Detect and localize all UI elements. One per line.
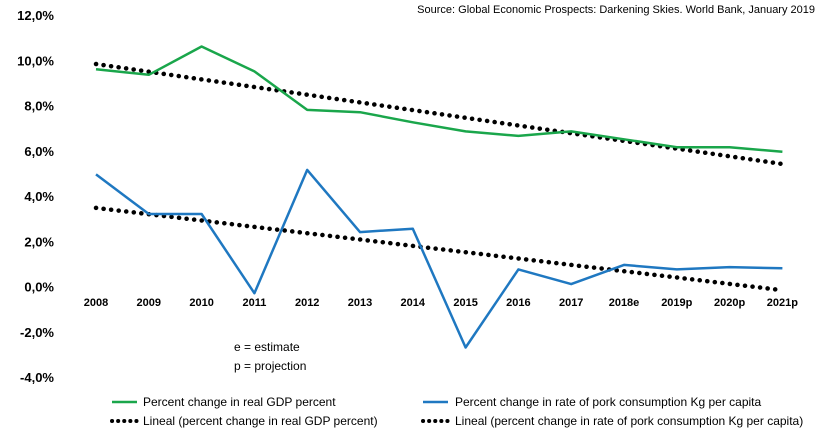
- x-tick-label: 2010: [189, 297, 213, 309]
- x-tick-label: 2020p: [714, 297, 745, 309]
- series-trendline-3: [93, 205, 785, 293]
- y-tick-label: 10,0%: [17, 53, 54, 68]
- x-tick-label: 2009: [137, 297, 161, 309]
- x-tick-label: 2014: [401, 297, 426, 309]
- source-note: Source: Global Economic Prospects: Darke…: [417, 4, 815, 16]
- y-tick-label: 8,0%: [24, 99, 54, 114]
- legend-label-gdp-trend: Lineal (percent change in real GDP perce…: [143, 414, 378, 428]
- y-tick-label: -2,0%: [20, 325, 54, 340]
- annotation-estimate: e = estimate: [234, 340, 300, 354]
- x-tick-label: 2016: [506, 297, 530, 309]
- series-trendline-2: [93, 61, 785, 167]
- x-tick-label: 2008: [84, 297, 108, 309]
- x-tick-label: 2012: [295, 297, 319, 309]
- x-tick-label: 2013: [348, 297, 372, 309]
- x-tick-label: 2011: [242, 297, 266, 309]
- x-tick-label: 2019p: [661, 297, 692, 309]
- x-tick-label: 2017: [559, 297, 583, 309]
- plot-area: [93, 45, 785, 349]
- x-tick-label: 2021p: [767, 297, 798, 309]
- x-tick-label: 2018e: [609, 297, 640, 309]
- series-line-1: [95, 168, 783, 349]
- y-tick-label: 0,0%: [24, 280, 54, 295]
- y-tick-label: -4,0%: [20, 370, 54, 385]
- legend-label-gdp: Percent change in real GDP percent: [143, 395, 336, 409]
- y-tick-label: 4,0%: [24, 189, 54, 204]
- y-tick-label: 2,0%: [24, 234, 54, 249]
- legend-label-pork: Percent change in rate of pork consumpti…: [455, 395, 762, 409]
- y-axis: -4,0% -2,0% 0,0% 2,0% 4,0% 6,0% 8,0% 10,0% 12,0%: [17, 8, 54, 385]
- y-tick-label: 6,0%: [24, 144, 54, 159]
- legend-label-pork-trend: Lineal (percent change in rate of pork c…: [455, 414, 803, 428]
- y-tick-label: 12,0%: [17, 8, 54, 23]
- legend: Percent change in real GDP percent Perce…: [110, 395, 803, 428]
- annotation-projection: p = projection: [234, 359, 306, 373]
- x-axis: 2008 2009 2010 2011 2012 2013 2014 2015 2016 2017…: [84, 297, 799, 309]
- x-tick-label: 2015: [453, 297, 477, 309]
- series-line-0: [95, 45, 783, 154]
